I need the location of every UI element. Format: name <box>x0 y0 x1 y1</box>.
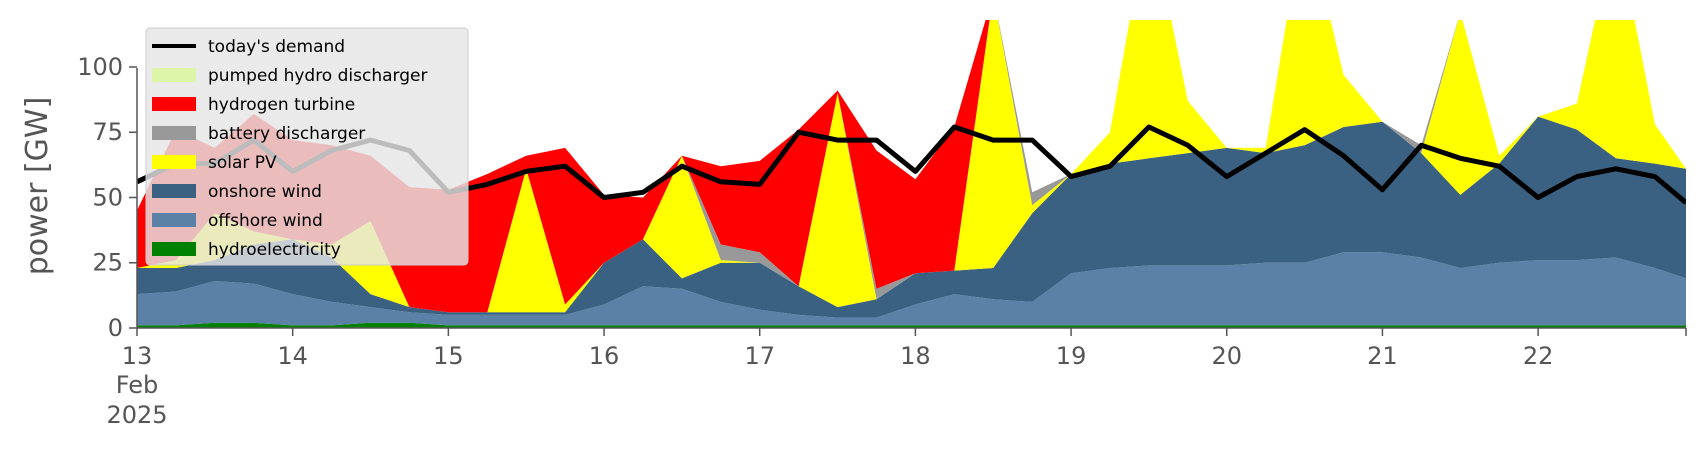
legend-label-hydroelectricity: hydroelectricity <box>208 240 341 260</box>
y-tick-label: 100 <box>77 53 123 81</box>
x-tick-date-sublabel: 2025 <box>106 401 167 429</box>
legend-swatch-hydrogen-turbine <box>152 97 196 111</box>
y-tick-label: 0 <box>108 314 123 342</box>
x-tick-label: 13 <box>122 342 153 370</box>
x-tick-label: 16 <box>589 342 620 370</box>
legend-swatch-onshore-wind <box>152 184 196 198</box>
x-tick-label: 19 <box>1056 342 1087 370</box>
legend-label-battery-discharger: battery discharger <box>208 124 365 144</box>
y-tick-label: 75 <box>92 118 123 146</box>
area-solar-pv <box>137 20 1686 313</box>
legend-box <box>145 27 469 266</box>
legend-label-offshore-wind: offshore wind <box>208 211 323 231</box>
y-tick-label: 50 <box>92 183 123 211</box>
legend-swatch-offshore-wind <box>152 213 196 227</box>
area-onshore-wind <box>137 116 1686 318</box>
legend: today's demand pumped hydro discharger hyd… <box>145 27 469 266</box>
x-tick-label: 17 <box>744 342 775 370</box>
legend-label-onshore-wind: onshore wind <box>208 182 322 202</box>
legend-swatch-battery-discharger <box>152 126 196 140</box>
x-tick-label: 22 <box>1523 342 1554 370</box>
y-axis-title: power [GW] <box>20 97 55 276</box>
x-tick-label: 15 <box>433 342 464 370</box>
x-tick-label: 21 <box>1367 342 1398 370</box>
area-offshore-wind <box>137 252 1686 326</box>
area-hydrogen-turbine <box>137 20 1686 313</box>
stacked-areas <box>137 20 1686 328</box>
x-tick-date-sublabel: Feb <box>116 371 159 399</box>
x-tick-label: 18 <box>900 342 931 370</box>
legend-label-solar-pv: solar PV <box>208 153 277 173</box>
legend-swatch-solar-pv <box>152 155 196 169</box>
legend-swatch-pumped-hydro-discharger <box>152 68 196 82</box>
x-tick-label: 14 <box>277 342 308 370</box>
legend-label-pumped-hydro-discharger: pumped hydro discharger <box>208 66 427 86</box>
legend-label-hydrogen-turbine: hydrogen turbine <box>208 95 355 115</box>
y-tick-label: 25 <box>92 249 123 277</box>
legend-swatch-hydroelectricity <box>152 242 196 256</box>
x-tick-label: 20 <box>1211 342 1242 370</box>
legend-label-today-s-demand: today's demand <box>208 37 345 57</box>
